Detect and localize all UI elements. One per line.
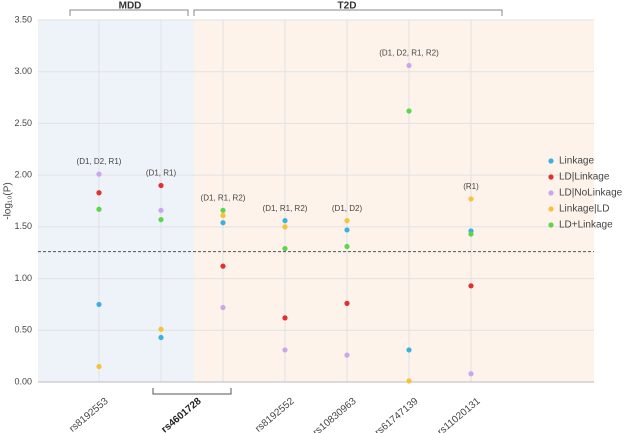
y-tick-label: 2.50	[14, 118, 32, 128]
x-tick-label: rs10830963	[311, 396, 359, 433]
group-label: MDD	[119, 1, 142, 12]
y-tick-label: 0.00	[14, 376, 32, 386]
dot	[220, 207, 226, 213]
dot	[96, 301, 102, 308]
annotation: (D1, R1, R2)	[263, 204, 308, 213]
dot	[344, 300, 350, 306]
annotation: (D1, R1, R2)	[201, 193, 246, 202]
legend-marker	[548, 206, 554, 212]
legend-label: LD+Linkage	[559, 220, 613, 231]
dot	[158, 334, 164, 341]
legend-marker	[548, 190, 554, 196]
x-tick-label: rs8192552	[253, 396, 297, 433]
group-bracket	[193, 9, 503, 16]
dot	[220, 304, 226, 311]
dot	[344, 227, 350, 233]
y-tick-label: 3.50	[14, 14, 32, 24]
dot	[96, 206, 102, 212]
dot	[282, 315, 288, 321]
y-axis-label: -log₁₀(P)	[3, 182, 14, 220]
dot	[96, 190, 102, 196]
dot	[96, 171, 102, 177]
dot	[220, 263, 226, 269]
dot	[282, 218, 288, 224]
x-tick-label: rs4601728	[159, 396, 203, 433]
dot	[406, 108, 412, 114]
annotation: (D1, D2)	[332, 204, 363, 213]
group-bracket	[69, 9, 189, 16]
dot	[220, 212, 226, 219]
dot	[468, 196, 474, 202]
group-label: T2D	[338, 1, 357, 12]
dot	[468, 231, 474, 237]
x-tick-label: rs11020131	[436, 396, 483, 433]
dot	[344, 352, 350, 358]
category-bracket	[152, 388, 232, 395]
legend-label: LD|Linkage	[559, 172, 610, 183]
annotation: (D1, D2, R1)	[77, 157, 122, 166]
t2d-region	[194, 20, 594, 382]
annotation: (R1)	[463, 182, 479, 191]
dot	[406, 347, 412, 353]
legend-marker	[548, 174, 554, 180]
dot	[406, 378, 412, 384]
annotation: (D1, D2, R1, R2)	[379, 49, 439, 58]
dot	[158, 207, 164, 213]
dot	[158, 326, 164, 332]
legend-marker	[548, 158, 554, 164]
dot	[220, 220, 226, 226]
dot	[282, 224, 288, 230]
dot	[344, 243, 350, 250]
legend-marker	[548, 222, 554, 228]
annotation: (D1, R1)	[146, 169, 177, 178]
y-tick-label: 1.00	[14, 273, 32, 283]
y-tick-label: 3.00	[14, 66, 32, 76]
dot	[282, 245, 288, 252]
dot	[158, 217, 164, 223]
dot	[468, 283, 474, 289]
dot	[344, 218, 350, 224]
y-tick-label: 0.50	[14, 325, 32, 335]
y-tick-label: 2.00	[14, 170, 32, 180]
x-tick-label: rs8192553	[67, 396, 111, 433]
dot	[282, 347, 288, 353]
dot	[468, 371, 474, 377]
mdd-region	[38, 20, 194, 382]
legend-label: Linkage	[559, 156, 594, 167]
dot	[158, 182, 164, 189]
legend-label: LD|NoLinkage	[559, 188, 623, 199]
dot	[96, 363, 102, 370]
legend-label: Linkage|LD	[559, 204, 609, 215]
x-tick-label: rs61747139	[373, 396, 421, 433]
dot	[406, 62, 412, 69]
y-tick-label: 1.50	[14, 221, 32, 231]
